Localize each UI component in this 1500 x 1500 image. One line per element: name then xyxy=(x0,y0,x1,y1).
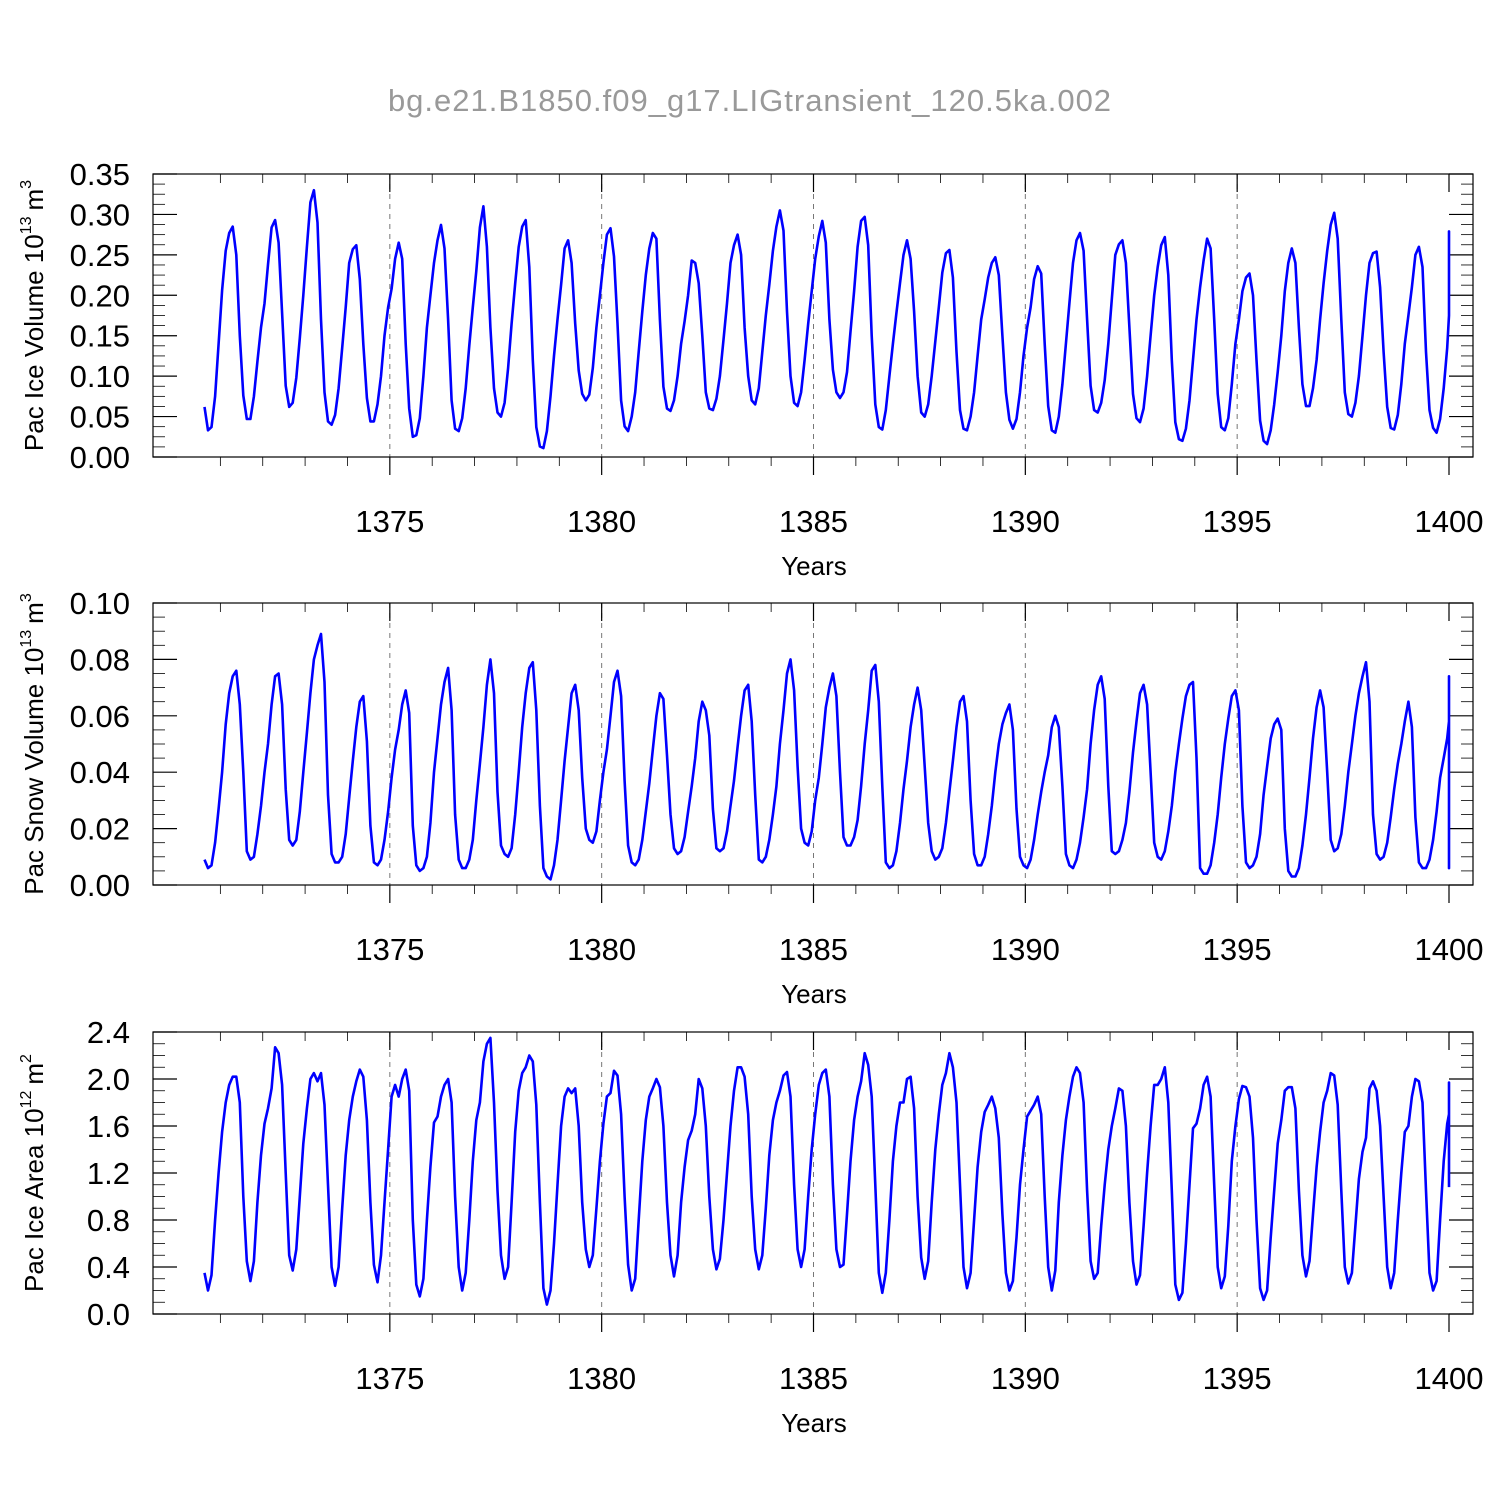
y-tick-label: 0.35 xyxy=(70,157,130,192)
x-tick-label: 1400 xyxy=(1415,932,1484,967)
y-tick-label: 0.00 xyxy=(70,868,130,903)
x-axis-label: Years xyxy=(781,1408,847,1438)
x-tick-label: 1380 xyxy=(567,504,636,539)
y-tick-label: 2.4 xyxy=(87,1015,130,1050)
y-tick-label: 0.15 xyxy=(70,319,130,354)
y-axis-label-unit: m xyxy=(19,1063,49,1085)
y-axis-label-main: Pac Snow Volume 10 xyxy=(19,648,49,895)
x-tick-label: 1395 xyxy=(1203,932,1272,967)
panels: 1375 1380 1385 1390 1395 1400 Years 0.00 0.05 0.1… xyxy=(18,157,1483,1438)
y-tick-label: 0.08 xyxy=(70,642,130,677)
x-tick-label: 1400 xyxy=(1415,1361,1484,1396)
x-tick-label: 1400 xyxy=(1415,504,1484,539)
y-tick-label: 0.04 xyxy=(70,755,130,790)
y-axis-label-unit-exponent: 2 xyxy=(18,1054,35,1063)
x-tick-label: 1380 xyxy=(567,1361,636,1396)
y-axis-label: Pac Snow Volume 1013 m3 xyxy=(18,593,49,895)
series-line xyxy=(203,1036,1451,1306)
y-axis-label-unit: m xyxy=(19,602,49,624)
x-tick-label: 1390 xyxy=(991,1361,1060,1396)
x-tick-label: 1375 xyxy=(355,504,424,539)
y-axis-label-exponent: 13 xyxy=(18,216,35,234)
y-tick-label: 0.25 xyxy=(70,238,130,273)
x-tick-label: 1390 xyxy=(991,932,1060,967)
x-tick-label: 1375 xyxy=(355,1361,424,1396)
x-axis-label: Years xyxy=(781,979,847,1009)
panel-2: 1375 1380 1385 1390 1395 1400 Years 0.00 0.02 0.0… xyxy=(18,586,1483,1009)
y-axis-label-exponent: 13 xyxy=(18,630,35,648)
y-axis-label-exponent: 12 xyxy=(18,1091,35,1109)
x-tick-label: 1385 xyxy=(779,932,848,967)
x-tick-label: 1390 xyxy=(991,504,1060,539)
panel-1: 1375 1380 1385 1390 1395 1400 Years 0.00 0.05 0.1… xyxy=(18,157,1483,581)
y-tick-label: 1.2 xyxy=(87,1156,130,1191)
x-tick-label: 1395 xyxy=(1203,1361,1272,1396)
x-tick-label: 1395 xyxy=(1203,504,1272,539)
y-tick-label: 0.4 xyxy=(87,1250,130,1285)
series-line xyxy=(203,188,1451,450)
y-axis-label-unit-exponent: 3 xyxy=(18,180,35,189)
x-tick-label: 1380 xyxy=(567,932,636,967)
y-tick-label: 0.20 xyxy=(70,278,130,313)
x-tick-label: 1385 xyxy=(779,504,848,539)
y-tick-label: 2.0 xyxy=(87,1062,130,1097)
y-tick-label: 0.30 xyxy=(70,197,130,232)
x-axis-label: Years xyxy=(781,551,847,581)
y-axis-label-unit-exponent: 3 xyxy=(18,593,35,602)
y-axis-label-main: Pac Ice Area 10 xyxy=(19,1108,49,1292)
y-tick-label: 1.6 xyxy=(87,1109,130,1144)
y-tick-label: 0.10 xyxy=(70,586,130,621)
y-axis-label-unit: m xyxy=(19,189,49,211)
y-axis-label: Pac Ice Area 1012 m2 xyxy=(18,1054,49,1292)
figure-title: bg.e21.B1850.f09_g17.LIGtransient_120.5k… xyxy=(388,83,1112,118)
y-tick-label: 0.05 xyxy=(70,400,130,435)
x-tick-label: 1375 xyxy=(355,932,424,967)
panel-3: 1375 1380 1385 1390 1395 1400 Years 0.0 0.4 0.8 1.… xyxy=(18,1015,1483,1438)
y-tick-label: 0.10 xyxy=(70,359,130,394)
y-tick-label: 0.0 xyxy=(87,1297,130,1332)
y-axis-label: Pac Ice Volume 1013 m3 xyxy=(18,180,49,451)
y-axis-label-main: Pac Ice Volume 10 xyxy=(19,234,49,451)
y-tick-label: 0.02 xyxy=(70,812,130,847)
y-tick-label: 0.8 xyxy=(87,1203,130,1238)
y-tick-label: 0.06 xyxy=(70,699,130,734)
y-tick-label: 0.00 xyxy=(70,440,130,475)
series-line xyxy=(203,632,1451,881)
x-tick-label: 1385 xyxy=(779,1361,848,1396)
